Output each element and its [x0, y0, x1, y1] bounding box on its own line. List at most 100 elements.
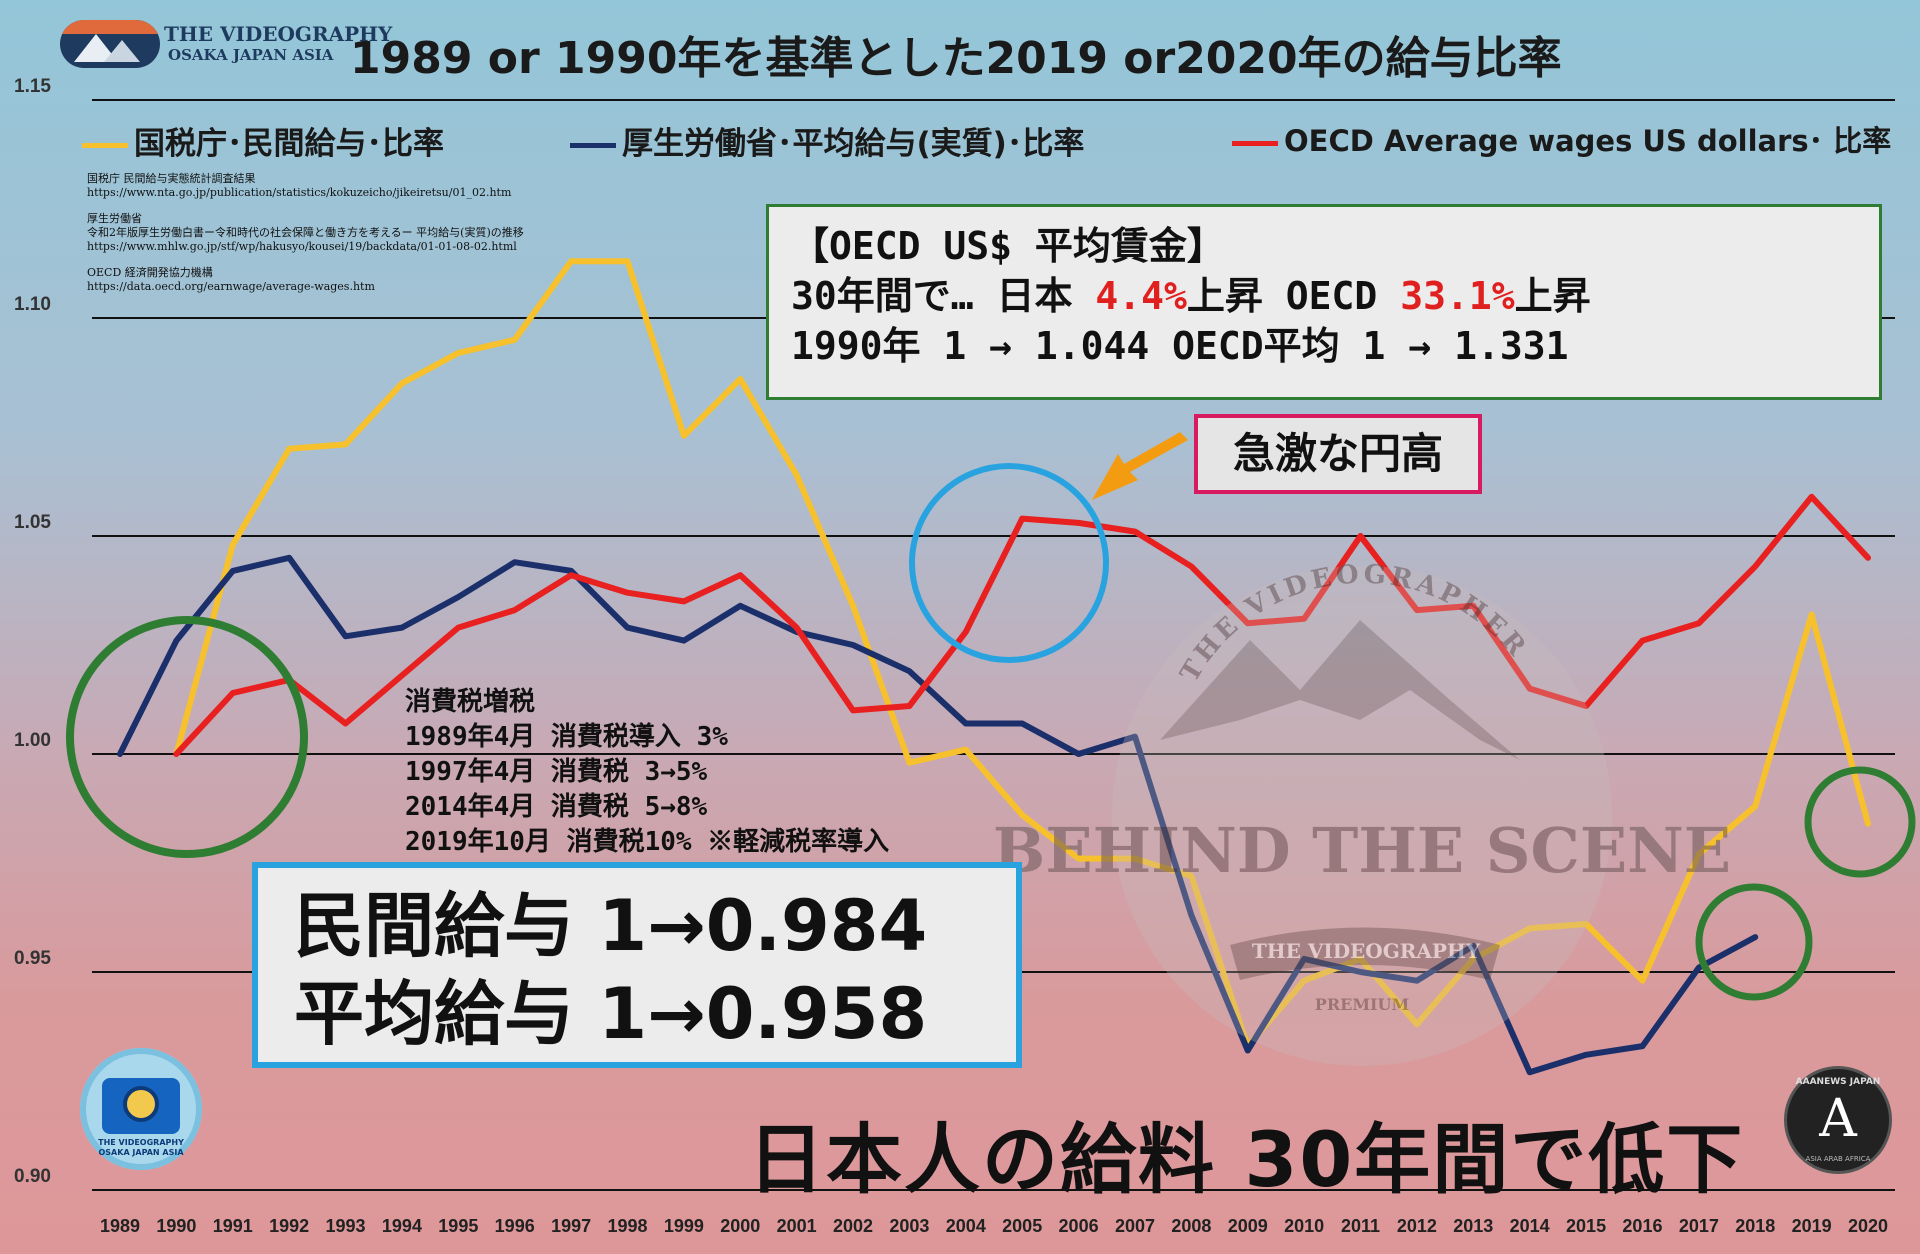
data-point-nta — [1527, 925, 1533, 931]
yen-appreciation-label: 急激な円高 — [1194, 414, 1482, 494]
data-point-mhlw — [963, 720, 969, 726]
data-point-oecd — [681, 598, 687, 604]
x-tick-label: 2016 — [1622, 1216, 1662, 1236]
x-tick-label: 2015 — [1566, 1216, 1606, 1236]
summary-private-salary: 民間給与 1→0.984 — [294, 885, 928, 967]
aaanews-logo-icon: AAANEWS JAPAN A ASIA ARAB AFRICA — [1784, 1066, 1892, 1174]
data-point-mhlw — [1696, 965, 1702, 971]
watermark-premium: PREMIUM — [1315, 995, 1409, 1014]
legend-label: OECD Average wages US dollars･ 比率 — [1284, 124, 1892, 158]
data-point-mhlw — [1752, 934, 1758, 940]
x-tick-label: 2004 — [946, 1216, 986, 1236]
data-point-nta — [963, 747, 969, 753]
x-tick-label: 1994 — [382, 1216, 422, 1236]
y-tick-label: 0.90 — [14, 1166, 51, 1187]
data-point-oecd — [1865, 555, 1871, 561]
tax-heading: 消費税増税 — [405, 687, 536, 717]
x-tick-label: 1989 — [100, 1216, 140, 1236]
data-point-nta — [1809, 611, 1815, 617]
watermark-ribbon: THE VIDEOGRAPHY — [1252, 939, 1481, 963]
data-point-mhlw — [1414, 978, 1420, 984]
y-tick-label: 0.95 — [14, 948, 51, 969]
data-point-nta — [399, 380, 405, 386]
annotation-circle-1989 — [66, 616, 308, 858]
x-tick-label: 2020 — [1848, 1216, 1888, 1236]
x-tick-label: 2002 — [833, 1216, 873, 1236]
data-point-mhlw — [117, 751, 123, 757]
data-point-nta — [1358, 956, 1364, 962]
data-point-oecd — [1019, 516, 1025, 522]
legend-item-mhlw: 厚生労働省･平均給与(実質)･比率 — [570, 118, 1084, 163]
source-name: 国税庁 民間給与実態統計調査結果 — [87, 172, 256, 185]
x-tick-label: 1991 — [213, 1216, 253, 1236]
data-point-mhlw — [173, 638, 179, 644]
x-tick-label: 1995 — [438, 1216, 478, 1236]
oecd-box-growth: 30年間で… 日本 4.4%上昇 OECD 33.1%上昇 — [791, 274, 1591, 318]
data-point-nta — [1414, 1021, 1420, 1027]
x-tick-label: 2006 — [1059, 1216, 1099, 1236]
x-tick-label: 2017 — [1679, 1216, 1719, 1236]
y-tick-label: 1.10 — [14, 294, 51, 315]
data-point-oecd — [1527, 686, 1533, 692]
x-tick-label: 2013 — [1453, 1216, 1493, 1236]
data-point-nta — [1470, 956, 1476, 962]
x-tick-label: 2008 — [1171, 1216, 1211, 1236]
tax-line: 2019年10月 消費税10% ※軽減税率導入 — [405, 827, 890, 857]
consumption-tax-notes: 消費税増税 1989年4月 消費税導入 3% 1997年4月 消費税 3→5% … — [405, 685, 889, 860]
data-point-mhlw — [906, 668, 912, 674]
data-point-nta — [1188, 873, 1194, 879]
legend-label: 国税庁･民間給与･比率 — [134, 126, 444, 162]
data-point-oecd — [1639, 638, 1645, 644]
x-tick-label: 2005 — [1002, 1216, 1042, 1236]
data-point-oecd — [1809, 494, 1815, 500]
arrow-icon — [1092, 432, 1188, 500]
x-tick-label: 2019 — [1792, 1216, 1832, 1236]
annotation-circle-2005 — [909, 463, 1109, 663]
data-point-nta — [906, 760, 912, 766]
data-point-mhlw — [1245, 1047, 1251, 1053]
data-point-nta — [1752, 803, 1758, 809]
data-point-oecd — [1470, 603, 1476, 609]
data-point-mhlw — [624, 625, 630, 631]
data-point-oecd — [737, 572, 743, 578]
data-point-mhlw — [1076, 751, 1082, 757]
oecd-box-ratio: 1990年 1 → 1.044 OECD平均 1 → 1.331 — [791, 324, 1569, 368]
x-tick-label: 2000 — [720, 1216, 760, 1236]
data-point-mhlw — [850, 642, 856, 648]
data-point-nta — [512, 337, 518, 343]
x-tick-label: 1992 — [269, 1216, 309, 1236]
legend-label: 厚生労働省･平均給与(実質)･比率 — [622, 126, 1085, 162]
data-point-nta — [737, 376, 743, 382]
x-tick-label: 1999 — [664, 1216, 704, 1236]
watermark-main: BEHIND THE SCENE — [993, 814, 1731, 887]
brand-line1: THE VIDEOGRAPHY — [164, 22, 393, 46]
y-tick-label: 1.05 — [14, 512, 51, 533]
data-point-nta — [681, 433, 687, 439]
data-point-nta — [1076, 856, 1082, 862]
data-point-mhlw — [1301, 956, 1307, 962]
tax-line: 1989年4月 消費税導入 3% — [405, 722, 728, 752]
data-point-oecd — [1358, 533, 1364, 539]
data-point-mhlw — [1470, 943, 1476, 949]
data-point-oecd — [906, 703, 912, 709]
y-tick-label: 1.00 — [14, 730, 51, 751]
data-point-oecd — [173, 751, 179, 757]
source-url: https://data.oecd.org/earnwage/average-w… — [87, 280, 375, 293]
data-point-oecd — [624, 590, 630, 596]
salary-summary-box: 民間給与 1→0.984 平均給与 1→0.958 — [252, 862, 1022, 1068]
data-point-nta — [343, 441, 349, 447]
data-point-mhlw — [1639, 1043, 1645, 1049]
data-point-mhlw — [399, 625, 405, 631]
data-point-oecd — [230, 690, 236, 696]
data-point-oecd — [399, 673, 405, 679]
x-axis: 1989 1990 1991 1992 1993 1994 1995 1996 1997 1998… — [100, 1216, 1888, 1236]
data-point-nta — [794, 472, 800, 478]
y-axis: 0.90 0.95 1.00 1.05 1.10 1.15 — [14, 76, 51, 1187]
data-point-mhlw — [286, 555, 292, 561]
y-tick-label: 1.15 — [14, 76, 51, 97]
sources: 国税庁 民間給与実態統計調査結果 https://www.nta.go.jp/p… — [87, 172, 524, 294]
data-point-nta — [1583, 921, 1589, 927]
data-point-oecd — [1188, 564, 1194, 570]
